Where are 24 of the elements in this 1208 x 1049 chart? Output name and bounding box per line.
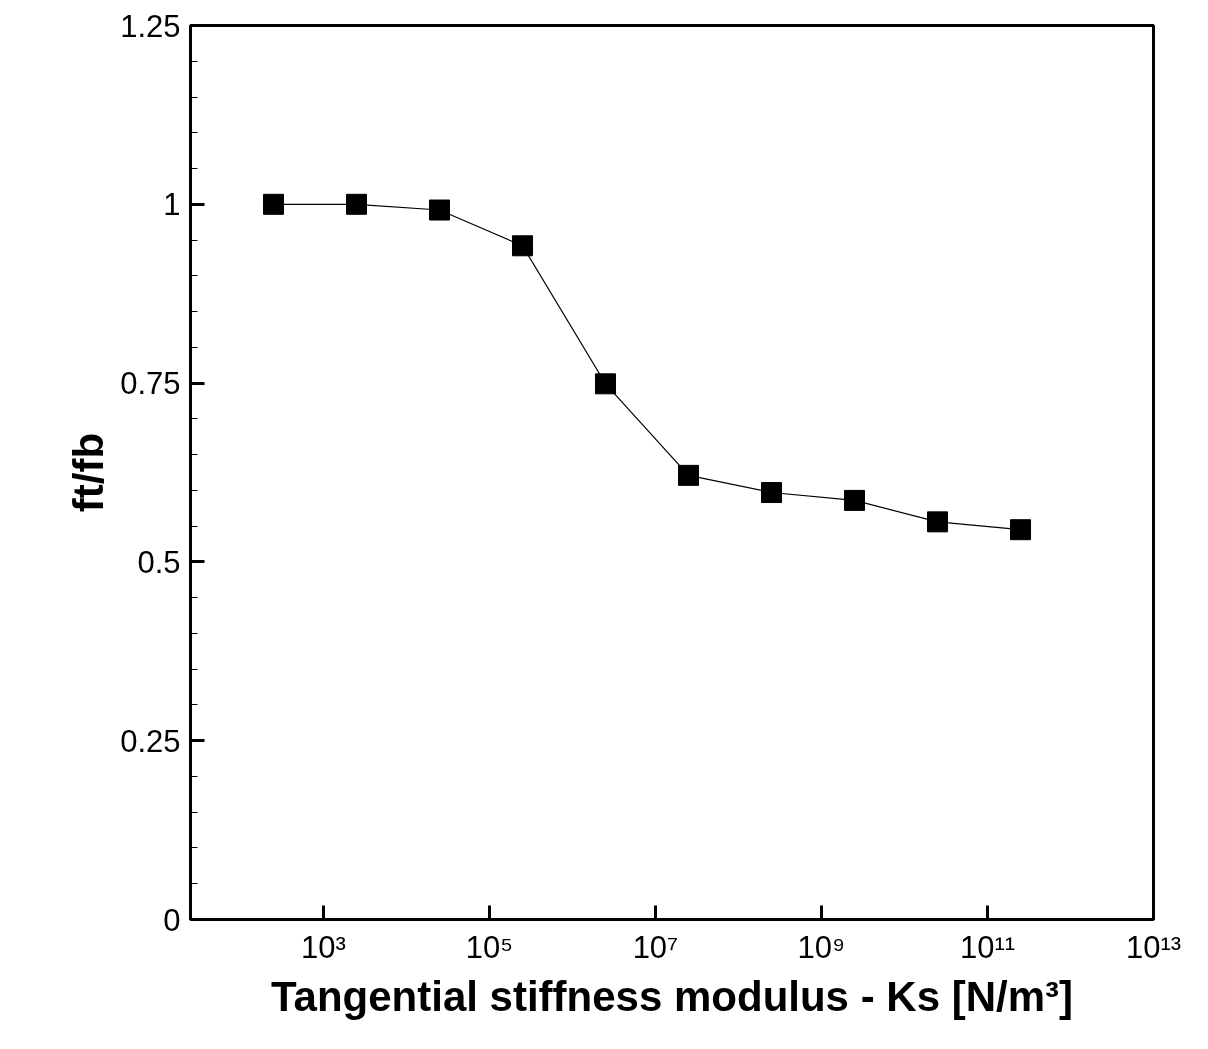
point <box>512 235 534 257</box>
y-tick-label: 0 <box>163 902 181 938</box>
point <box>844 489 866 511</box>
y-tick-label: 0.5 <box>137 544 181 580</box>
point <box>429 199 451 221</box>
x-tick-label: 10¹¹ <box>959 929 1016 965</box>
point <box>346 193 368 215</box>
y-axis-title: ft/fb <box>65 432 113 513</box>
x-tick-label: 10⁹ <box>797 929 846 965</box>
y-tick-label: 1 <box>163 187 181 223</box>
point <box>263 193 284 215</box>
point <box>595 373 617 395</box>
y-tick-label: 1.25 <box>120 8 181 44</box>
point <box>927 511 949 533</box>
point <box>1010 519 1032 541</box>
y-tick-label: 0.25 <box>120 723 181 759</box>
x-tick-label: 10⁵ <box>465 929 514 965</box>
point <box>678 464 700 486</box>
point <box>761 482 783 504</box>
y-tick-label: 0.75 <box>120 366 181 402</box>
x-tick-label: 10³ <box>301 929 346 965</box>
x-axis-title: Tangential stiffness modulus - Ks [N/m³] <box>271 972 1073 1020</box>
x-tick-label: 10¹³ <box>1125 929 1182 965</box>
x-tick-label: 10⁷ <box>632 929 679 965</box>
